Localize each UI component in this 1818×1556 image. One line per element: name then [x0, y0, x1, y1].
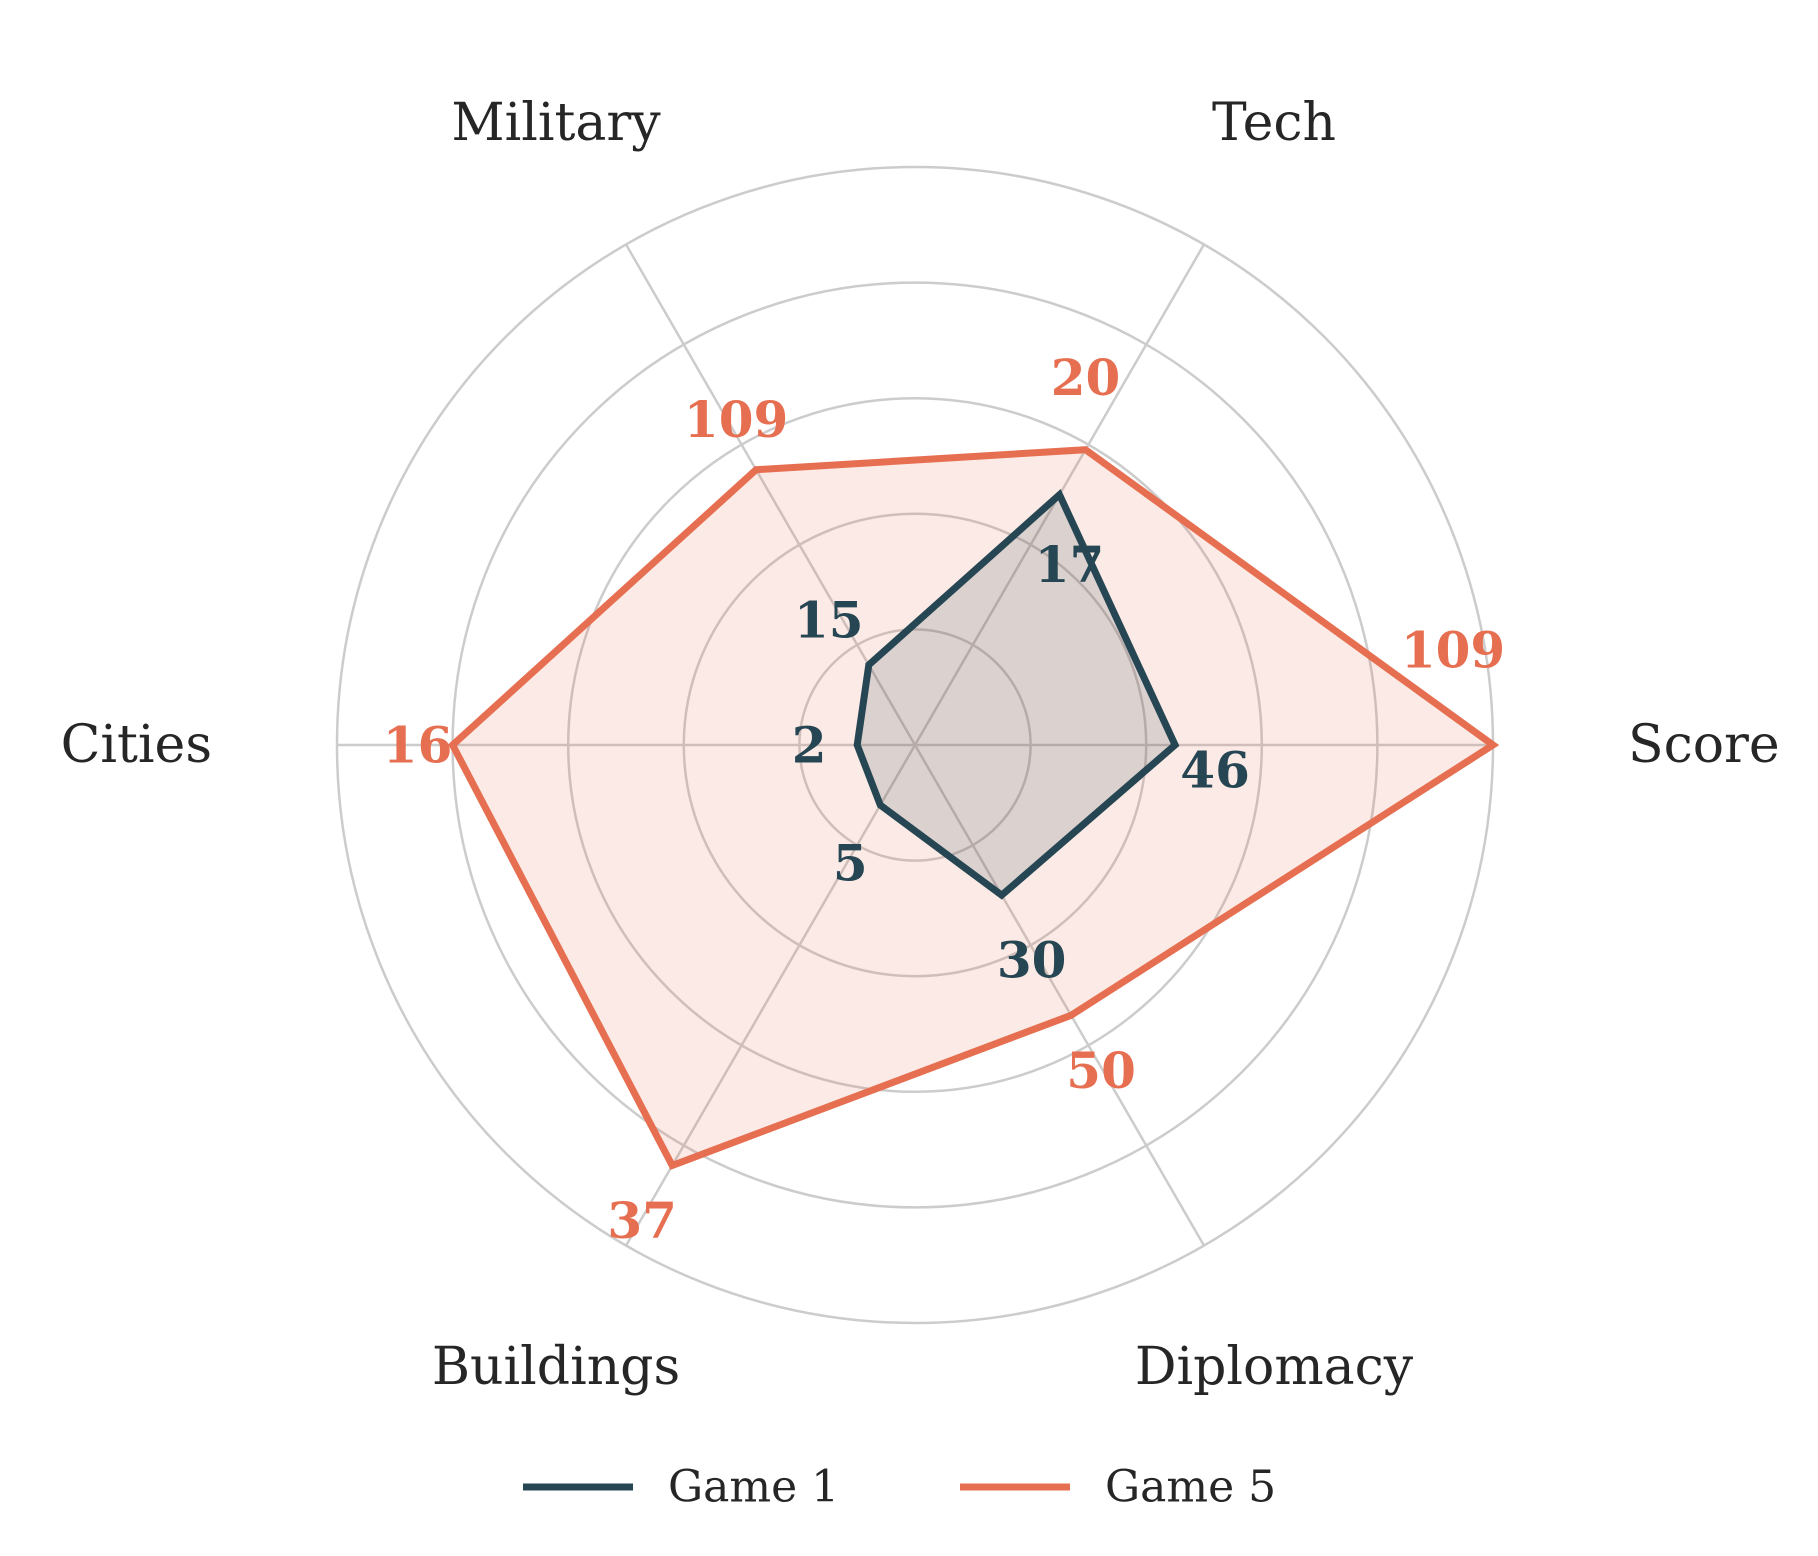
game-5-value-label-military: 109	[684, 390, 788, 449]
axis-label-cities: Cities	[61, 715, 212, 775]
game-5-value-label-tech: 20	[1051, 348, 1121, 407]
legend: Game 1 Game 5	[523, 1462, 1276, 1513]
legend-label-game-1: Game 1	[668, 1462, 839, 1513]
radar-value-labels: 46 17 15 25 30 109 20 109 16 37 50	[383, 348, 1505, 1250]
game-5-area	[452, 449, 1494, 1166]
radar-grid	[335, 165, 1495, 1325]
game-1-line	[853, 488, 1180, 900]
radar-series	[448, 446, 1500, 1170]
game-1-value-label-buildings: 5	[833, 834, 868, 893]
axis-label-buildings: Buildings	[432, 1337, 680, 1397]
game-5-value-label-diplomacy: 50	[1066, 1041, 1136, 1100]
axis-label-military: Military	[451, 93, 661, 153]
axis-label-score: Score	[1628, 715, 1780, 775]
game-1-value-label-military: 15	[794, 590, 864, 649]
game-1-value-label-tech: 17	[1035, 535, 1105, 594]
game-1-area	[857, 494, 1176, 896]
radar-axis-labels: Score Tech Military Cities Buildings Diplomac…	[61, 93, 1780, 1397]
game-5-value-label-buildings: 37	[607, 1191, 677, 1250]
game-1-value-label-diplomacy: 30	[997, 931, 1067, 990]
axis-label-diplomacy: Diplomacy	[1135, 1337, 1414, 1397]
axis-label-tech: Tech	[1212, 93, 1336, 153]
legend-label-game-5: Game 5	[1105, 1462, 1276, 1513]
game-1-value-label-cities: 2	[792, 716, 827, 775]
game-5-value-label-score: 109	[1401, 621, 1505, 680]
game-1-value-label-score: 46	[1180, 741, 1250, 800]
game-5-line	[448, 446, 1500, 1170]
grid-spoke-military	[624, 243, 917, 746]
grid-spoke-diplomacy	[913, 744, 1206, 1247]
game-5-value-label-cities: 16	[383, 716, 453, 775]
